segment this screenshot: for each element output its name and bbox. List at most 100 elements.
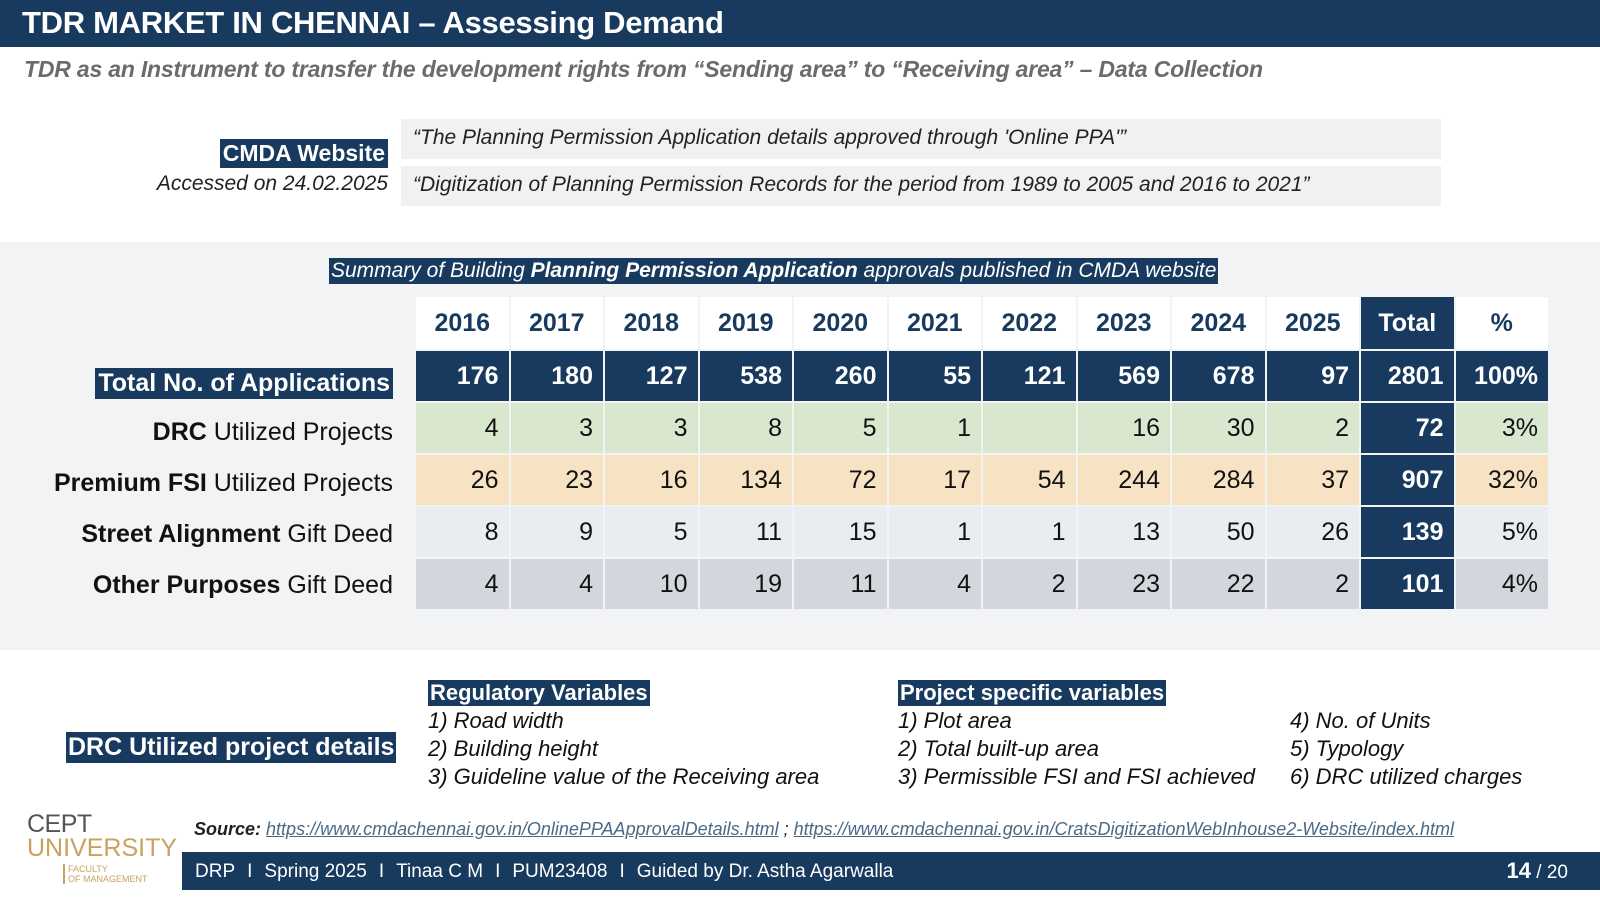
row-label-rest: Gift Deed xyxy=(280,520,393,548)
source-label: Source: xyxy=(194,819,262,839)
table-cell: 4 xyxy=(510,559,603,609)
table-cell: 4 xyxy=(416,559,509,609)
table-cell: 5 xyxy=(605,507,698,557)
table-cell: 4 xyxy=(416,403,509,453)
caption-pre: Summary of Building xyxy=(331,259,531,282)
list-item: 1) Plot area xyxy=(898,708,1012,733)
regulatory-variables-heading: Regulatory Variables xyxy=(428,680,650,706)
table-cell: 284 xyxy=(1172,455,1265,505)
row-label-street-alignment: Street Alignment Gift Deed xyxy=(81,520,393,549)
table-cell: 55 xyxy=(888,351,981,401)
row-label-bold: Street Alignment xyxy=(81,520,281,548)
column-header: 2019 xyxy=(699,297,792,349)
footer-item: DRP xyxy=(195,861,236,882)
table-cell: 54 xyxy=(983,455,1076,505)
table-cell: 11 xyxy=(699,507,792,557)
list-item: 2) Total built-up area xyxy=(898,736,1099,761)
table-cell: 3 xyxy=(605,403,698,453)
row-label-other-purposes: Other Purposes Gift Deed xyxy=(93,571,393,600)
source-citation: Source: https://www.cmdachennai.gov.in/O… xyxy=(194,819,1454,840)
footer-item: PUM23408 xyxy=(512,861,608,882)
caption-post: approvals published in CMDA website xyxy=(857,259,1217,282)
footer-item: Tinaa C M xyxy=(396,861,484,882)
list-item: 5) Typology xyxy=(1290,736,1404,761)
table-caption: Summary of Building Planning Permission … xyxy=(329,258,1219,284)
column-header: 2017 xyxy=(510,297,603,349)
page-current: 14 xyxy=(1506,858,1532,883)
row-label-rest: Gift Deed xyxy=(280,571,393,599)
footer-info: DRP I Spring 2025 I Tinaa C M I PUM23408 I Guide… xyxy=(195,861,893,883)
table-cell: 23 xyxy=(1077,559,1170,609)
table-cell: 4% xyxy=(1455,559,1548,609)
table-cell: 538 xyxy=(699,351,792,401)
project-variables-list-2: 4) No. of Units 5) Typology 6) DRC utili… xyxy=(1290,707,1522,791)
table-cell: 2 xyxy=(1266,559,1359,609)
table-cell: 260 xyxy=(794,351,887,401)
row-label-bold: DRC xyxy=(152,418,207,446)
applications-table: 2016 2017 2018 2019 2020 2021 2022 2023 2024 2025… xyxy=(416,297,1548,609)
project-variables-list: 1) Plot area 2) Total built-up area 3) P… xyxy=(898,707,1255,791)
table-cell: 23 xyxy=(510,455,603,505)
table-cell: 5 xyxy=(794,403,887,453)
cmda-website-label: CMDA Website xyxy=(219,139,388,168)
footer-separator: I xyxy=(247,861,253,882)
table-cell: 19 xyxy=(699,559,792,609)
table-cell: 2 xyxy=(983,559,1076,609)
table-cell: 569 xyxy=(1077,351,1170,401)
cmda-accessed-date: Accessed on 24.02.2025 xyxy=(156,172,388,195)
table-cell: 134 xyxy=(699,455,792,505)
footer-separator: I xyxy=(619,861,625,882)
table-cell: 11 xyxy=(794,559,887,609)
column-header: 2025 xyxy=(1266,297,1359,349)
logo-line-faculty: FACULTY xyxy=(68,864,108,874)
table-cell: 16 xyxy=(1077,403,1170,453)
page-subtitle: TDR as an Instrument to transfer the dev… xyxy=(24,56,1263,82)
drc-details-label: DRC Utilized project details xyxy=(66,732,397,763)
table-cell: 22 xyxy=(1172,559,1265,609)
table-cell: 100% xyxy=(1455,351,1548,401)
table-cell: 139 xyxy=(1361,507,1454,557)
column-header: 2018 xyxy=(605,297,698,349)
row-label-total-applications: Total No. of Applications xyxy=(95,368,393,399)
table-cell: 10 xyxy=(605,559,698,609)
regulatory-variables-list: 1) Road width 2) Building height 3) Guid… xyxy=(428,707,819,791)
table-cell: 2801 xyxy=(1361,351,1454,401)
table-cell: 1 xyxy=(888,507,981,557)
project-variables-heading: Project specific variables xyxy=(898,680,1167,706)
table-cell: 32% xyxy=(1455,455,1548,505)
logo-line-university: UNIVERSITY xyxy=(27,834,178,862)
caption-bold: Planning Permission Application xyxy=(530,259,858,282)
column-header: 2021 xyxy=(888,297,981,349)
table-cell: 4 xyxy=(888,559,981,609)
row-label-rest: Utilized Projects xyxy=(206,469,393,497)
column-header: 2023 xyxy=(1077,297,1170,349)
column-header: Total xyxy=(1361,297,1454,349)
footer-separator: I xyxy=(495,861,501,882)
title-bar: TDR MARKET IN CHENNAI – Assessing Demand xyxy=(0,0,1600,47)
column-header: % xyxy=(1455,297,1548,349)
row-label-bold: Premium FSI xyxy=(54,469,207,497)
table-cell xyxy=(983,403,1076,453)
list-item: 3) Guideline value of the Receiving area xyxy=(428,764,820,789)
page-total: / 20 xyxy=(1531,862,1568,883)
cept-university-logo: CEPT UNIVERSITY FACULTY OF MANAGEMENT xyxy=(27,810,178,892)
source-separator: ; xyxy=(778,819,794,839)
logo-line-management: OF MANAGEMENT xyxy=(68,874,148,884)
table-cell: 127 xyxy=(605,351,698,401)
table-cell: 8 xyxy=(416,507,509,557)
table-cell: 3 xyxy=(510,403,603,453)
source-link-online-ppa[interactable]: https://www.cmdachennai.gov.in/OnlinePPA… xyxy=(266,819,779,839)
source-link-crats[interactable]: https://www.cmdachennai.gov.in/CratsDigi… xyxy=(793,819,1454,839)
row-label-rest: Utilized Projects xyxy=(206,418,393,446)
row-label-drc: DRC Utilized Projects xyxy=(153,418,393,447)
table-cell: 50 xyxy=(1172,507,1265,557)
page-title: TDR MARKET IN CHENNAI – Assessing Demand xyxy=(22,5,724,40)
table-cell: 16 xyxy=(605,455,698,505)
list-item: 2) Building height xyxy=(428,736,599,761)
logo-line-cept: CEPT xyxy=(27,810,92,838)
cmda-quote-online-ppa: “The Planning Permission Application det… xyxy=(401,119,1441,159)
table-cell: 15 xyxy=(794,507,887,557)
table-cell: 26 xyxy=(1266,507,1359,557)
table-cell: 2 xyxy=(1266,403,1359,453)
table-cell: 907 xyxy=(1361,455,1454,505)
